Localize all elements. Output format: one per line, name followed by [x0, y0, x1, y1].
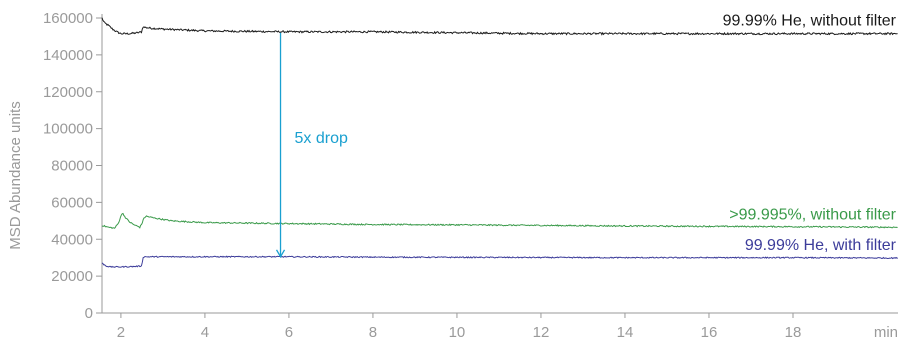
y-tick-label: 20000	[51, 268, 93, 285]
series-lines	[101, 17, 898, 269]
x-tick-label: 14	[617, 324, 634, 341]
x-tick-label: 2	[117, 324, 125, 341]
y-tick-label: 160000	[43, 10, 93, 27]
x-axis-ticks: 2 4 6 8 10 12 14 16 18	[117, 313, 802, 341]
y-axis-title: MSD Abundance units	[7, 101, 24, 249]
y-tick-label: 80000	[51, 158, 93, 175]
x-tick-label: 8	[369, 324, 377, 341]
y-axis-ticks: 0 20000 40000 60000 80000 100000 120000 140000 1…	[43, 10, 102, 322]
y-tick-label: 100000	[43, 121, 93, 138]
series-label-2: 99.99% He, with filter	[745, 237, 897, 254]
series-label-1: >99.995%, without filter	[729, 206, 896, 223]
series-line-2	[101, 255, 898, 269]
annotation-arrow-head	[275, 249, 286, 259]
axes	[101, 14, 898, 314]
series-labels: 99.99% He, without filter >99.995%, witho…	[723, 13, 897, 254]
x-axis-unit-label: min	[874, 324, 898, 341]
x-tick-label: 10	[449, 324, 466, 341]
series-line-1	[101, 212, 898, 230]
series-label-0: 99.99% He, without filter	[723, 13, 897, 30]
x-tick-label: 6	[285, 324, 293, 341]
x-tick-label: 18	[785, 324, 802, 341]
y-tick-label: 0	[85, 305, 93, 322]
drop-annotation: 5x drop	[275, 32, 348, 259]
y-tick-label: 140000	[43, 47, 93, 64]
x-tick-label: 16	[701, 324, 718, 341]
series-line-0	[101, 17, 898, 36]
y-tick-label: 60000	[51, 194, 93, 211]
annotation-label: 5x drop	[295, 130, 348, 147]
x-tick-label: 4	[201, 324, 209, 341]
y-tick-label: 40000	[51, 231, 93, 248]
y-tick-label: 120000	[43, 84, 93, 101]
x-tick-label: 12	[533, 324, 550, 341]
